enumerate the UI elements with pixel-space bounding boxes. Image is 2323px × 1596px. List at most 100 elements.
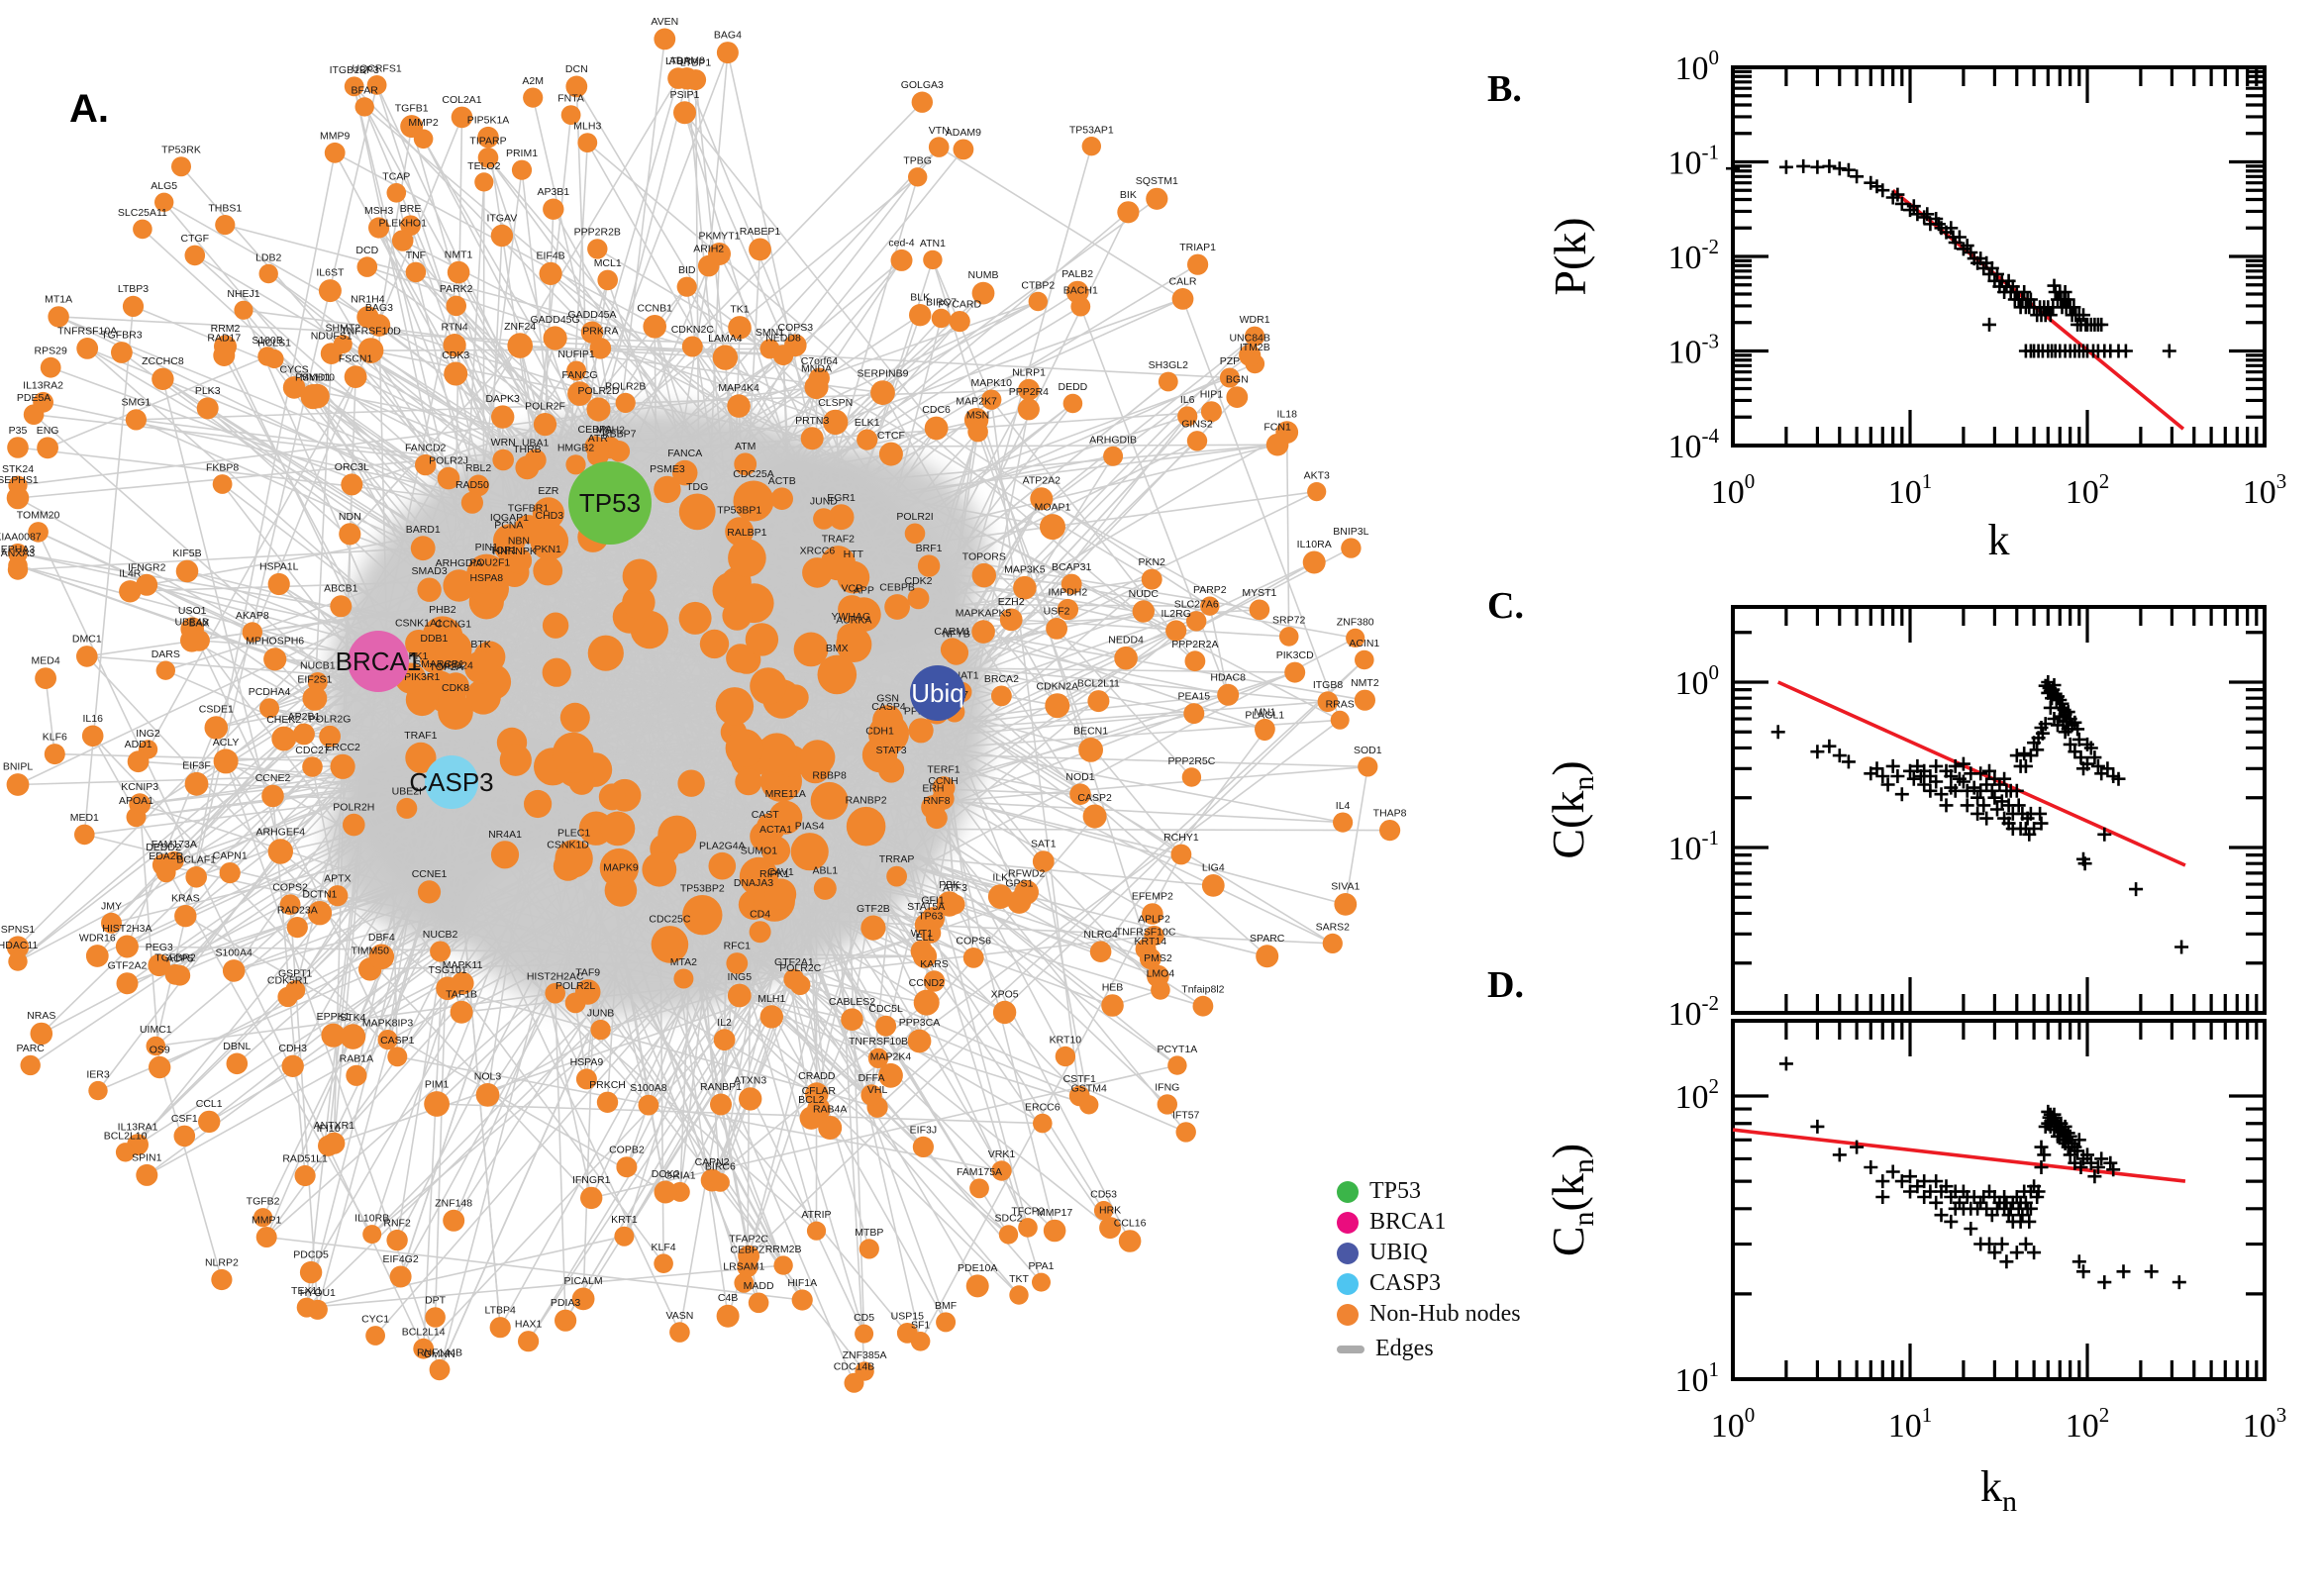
scatter-point	[2087, 1169, 2102, 1184]
gene-node-label: BCL2L11	[1077, 678, 1120, 690]
gene-node	[571, 1287, 595, 1311]
gene-node	[971, 281, 995, 305]
x-tick-label: 103	[2243, 1403, 2287, 1445]
gene-node	[122, 295, 145, 317]
gene-node	[1184, 650, 1206, 672]
gene-node-label: GADD45A	[567, 309, 616, 321]
network-edge	[303, 733, 650, 1106]
gene-node	[319, 725, 341, 748]
gene-node	[48, 306, 69, 328]
gene-node	[1132, 600, 1156, 623]
gene-node	[991, 1160, 1012, 1181]
gene-node-label: KLF4	[652, 1242, 676, 1253]
gene-node-label: PDE5A	[17, 392, 50, 404]
gene-node	[198, 1110, 221, 1134]
scatter-point	[1999, 1254, 2014, 1269]
gene-node	[1358, 756, 1378, 777]
gene-node-label: BMF	[935, 1300, 957, 1312]
gene-node-label: STK4	[340, 1012, 365, 1024]
gene-node	[444, 361, 468, 386]
gene-node-label: LIG4	[1202, 862, 1225, 874]
gene-node-label: ADD1	[125, 739, 152, 750]
gene-node-label: BRF1	[916, 543, 943, 554]
gene-node	[136, 1163, 158, 1186]
gene-node-label: BCL2L10	[104, 1131, 148, 1143]
scatter-point	[2068, 715, 2082, 730]
gene-node-label: KRT14	[1135, 936, 1167, 948]
scatter-point	[1997, 771, 2012, 786]
y-axis-title: P(k)	[1545, 217, 1595, 295]
network-edge	[919, 853, 1182, 1343]
gene-node	[913, 989, 940, 1016]
gene-node-label: XPO5	[991, 988, 1019, 1000]
gene-node-label: KLF6	[43, 732, 67, 744]
gene-node-label: PEG3	[146, 942, 173, 953]
gene-node	[396, 797, 418, 819]
gene-node	[750, 667, 787, 705]
gene-node-label: POLR2C	[779, 962, 821, 974]
gene-node	[6, 936, 30, 958]
gene-node-label: UIMC1	[140, 1024, 172, 1036]
gene-node	[362, 1225, 382, 1245]
scatter-point	[1903, 763, 1917, 778]
scatter-point	[1894, 787, 1909, 802]
gene-node-label: POLR2H	[333, 801, 374, 813]
gene-node	[748, 1292, 769, 1314]
gene-node	[1141, 568, 1162, 590]
gene-node	[945, 894, 965, 915]
network-edge	[575, 85, 939, 694]
gene-node	[346, 1064, 367, 1086]
gene-node	[1219, 367, 1240, 388]
network-edge	[686, 286, 770, 350]
scatter-point	[1796, 158, 1811, 173]
network-edge	[377, 298, 1183, 662]
hub-nodes: TP53 BRCA1 Ubiq CASP3	[336, 461, 965, 809]
gene-node-label: HAX1	[515, 1319, 543, 1331]
gene-node	[828, 504, 855, 531]
gene-node	[872, 705, 904, 737]
gene-node	[1245, 326, 1265, 347]
chart-ticks	[1731, 607, 2267, 1015]
gene-node-label: BNIP3L	[1333, 526, 1368, 538]
gene-node	[858, 1239, 879, 1259]
scatter-point	[2027, 1246, 2042, 1260]
gene-node-label: CALR	[1168, 275, 1196, 287]
gene-node-label: STAT3	[876, 745, 907, 756]
gene-node-label: TP53AP1	[1069, 125, 1114, 137]
scatter-point	[1923, 783, 1938, 798]
gene-node-label: TIPARP	[469, 136, 506, 148]
gene-node	[532, 497, 565, 530]
gene-node-label: BRCA2	[984, 673, 1019, 685]
gene-node-label: PRKCH	[589, 1079, 626, 1091]
network-edge	[84, 834, 338, 897]
gene-node-label: MAP4K4	[718, 382, 759, 394]
gene-node	[783, 968, 805, 990]
gene-node	[614, 1226, 635, 1247]
gene-node	[417, 577, 442, 602]
gene-node	[1018, 1218, 1038, 1238]
gene-node-label: ERH	[922, 783, 944, 795]
gene-node	[800, 427, 824, 450]
gene-node	[115, 935, 139, 958]
scatter-point	[1944, 221, 1959, 236]
gene-node	[559, 702, 590, 733]
gene-node-label: CSTF1	[1063, 1073, 1096, 1085]
scatter-point	[2118, 344, 2133, 358]
gene-node	[909, 304, 932, 327]
gene-node	[1055, 1046, 1076, 1067]
gene-node-label: TOP2A	[429, 661, 462, 673]
gene-node	[357, 338, 384, 363]
network-edge	[595, 827, 1390, 832]
gene-node	[101, 912, 122, 934]
gene-node	[1142, 903, 1163, 925]
gene-node	[405, 630, 433, 657]
gene-node	[727, 394, 751, 418]
gene-node	[1078, 738, 1103, 762]
gene-node	[307, 901, 333, 926]
network-edge	[586, 142, 1196, 662]
gene-node-label: AKAP8	[236, 610, 269, 622]
network-edge	[311, 766, 339, 896]
gene-node	[368, 217, 390, 239]
gene-node	[726, 952, 749, 974]
network-edge	[396, 427, 938, 1057]
